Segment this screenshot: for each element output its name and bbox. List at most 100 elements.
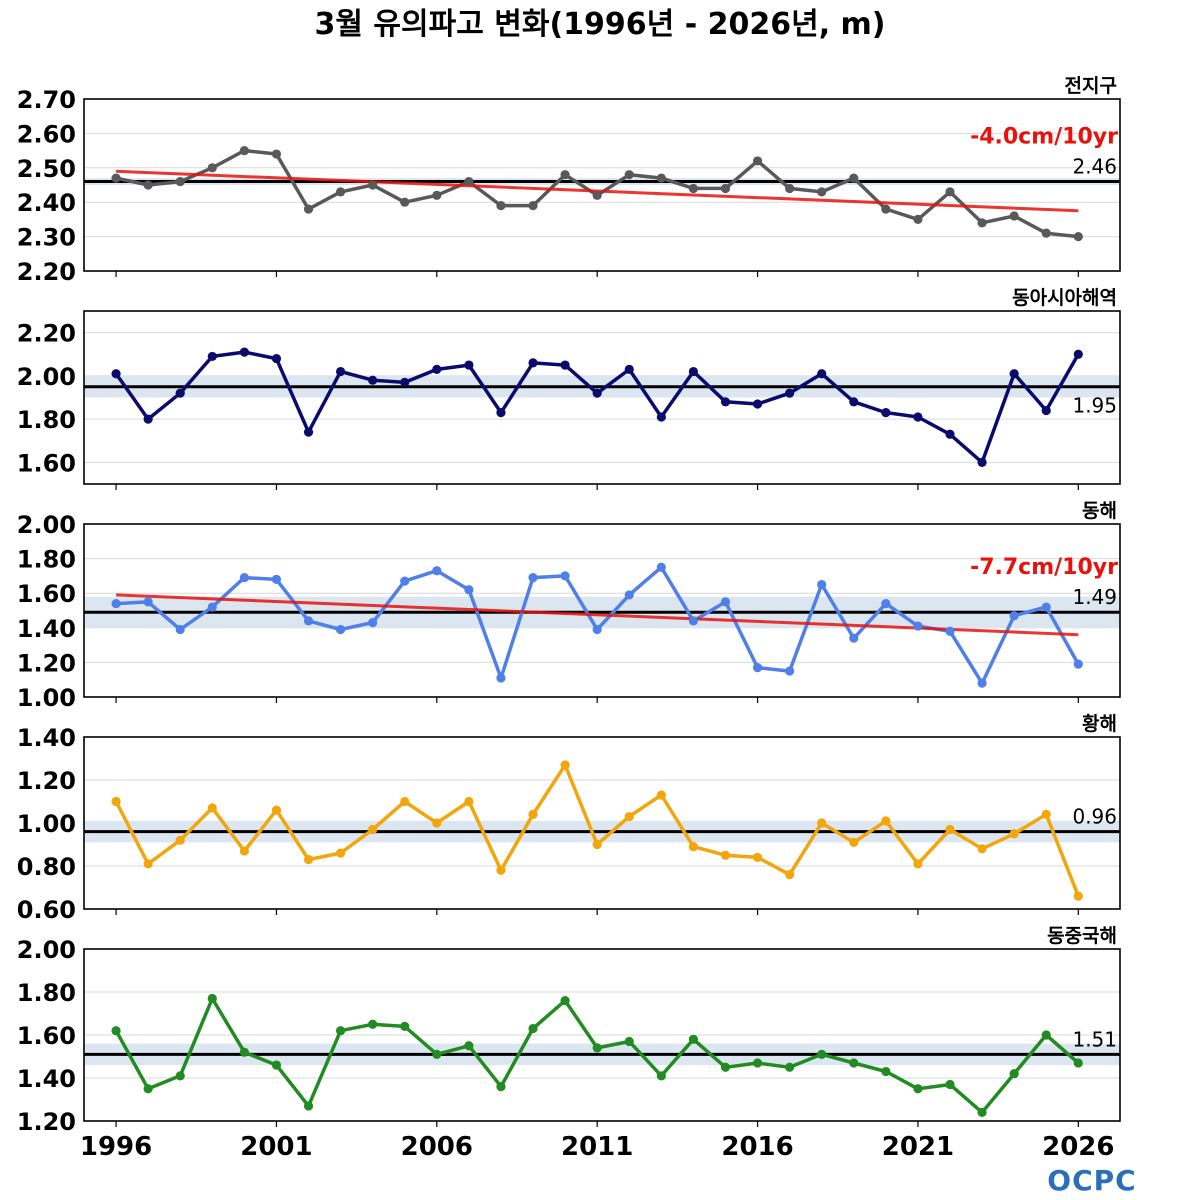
data-point: [785, 183, 795, 194]
data-point: [143, 859, 153, 869]
data-point: [1009, 829, 1019, 839]
y-tick-label: 2.70: [17, 86, 76, 114]
data-point: [528, 1023, 538, 1034]
y-tick-label: 2.30: [17, 224, 76, 252]
panel-frame: [83, 736, 1121, 910]
data-point: [656, 562, 666, 572]
x-axis: 1996 2001 2006 2011 2016 2021 2026: [80, 1132, 1115, 1162]
data-point: [913, 214, 923, 224]
panel-frame: [83, 310, 1121, 485]
y-tick-label: 1.60: [17, 1022, 76, 1050]
data-point: [239, 846, 249, 856]
data-point: [143, 180, 153, 190]
data-point: [303, 204, 314, 214]
y-tick-label: 1.60: [17, 449, 76, 477]
data-point: [1073, 349, 1083, 359]
data-point: [111, 173, 121, 183]
x-tick-label: 2011: [561, 1132, 633, 1162]
data-point: [817, 369, 827, 379]
data-point: [400, 796, 410, 807]
data-point: [656, 412, 666, 422]
y-tick-label: 1.40: [17, 615, 76, 643]
y-tick-label: 1.40: [17, 724, 76, 752]
data-point: [335, 848, 346, 858]
data-point: [432, 364, 442, 374]
data-point: [1073, 1058, 1083, 1068]
data-point: [1073, 659, 1083, 669]
data-point: [849, 1058, 859, 1068]
data-point: [945, 626, 955, 636]
figure-title: 3월 유의파고 변화(1996년 - 2026년, m): [314, 7, 885, 42]
panel-title: 전지구: [1065, 75, 1117, 97]
data-point: [560, 996, 570, 1006]
data-point: [303, 854, 314, 865]
data-point: [528, 358, 538, 368]
data-point: [720, 597, 731, 607]
y-tick-label: 2.00: [17, 511, 76, 539]
data-point: [368, 1019, 378, 1029]
y-tick-label: 2.00: [17, 363, 76, 391]
y-tick-label: 1.40: [17, 1065, 76, 1093]
data-point: [688, 842, 699, 852]
y-tick-label: 1.80: [17, 406, 76, 434]
data-point: [881, 1066, 891, 1077]
y-tick-label: 2.20: [17, 258, 76, 286]
data-point: [111, 1026, 121, 1036]
data-point: [720, 850, 731, 860]
y-tick-label: 2.20: [17, 320, 76, 348]
data-point: [849, 173, 859, 183]
data-point: [496, 865, 506, 875]
y-tick-label: 1.20: [17, 767, 76, 795]
data-point: [1041, 809, 1051, 820]
data-point: [656, 790, 666, 800]
data-point: [335, 624, 346, 635]
data-point: [335, 366, 346, 377]
data-point: [303, 616, 314, 626]
data-point: [239, 573, 249, 583]
data-point: [977, 844, 987, 854]
data-point: [239, 1047, 249, 1057]
data-point: [1009, 211, 1019, 221]
data-point: [945, 1079, 955, 1090]
y-tick-label: 1.80: [17, 979, 76, 1007]
data-point: [817, 1049, 827, 1059]
data-point: [592, 388, 602, 398]
mean-label: 1.51: [1072, 1027, 1117, 1051]
data-point: [881, 816, 891, 826]
ocpc-logo: OCPC: [1047, 1164, 1135, 1197]
data-point: [1041, 1030, 1051, 1040]
data-point: [271, 1060, 282, 1070]
x-tick-label: 2001: [240, 1132, 312, 1162]
data-point: [528, 573, 538, 583]
trend-label: -7.7cm/10yr: [970, 555, 1118, 580]
data-point: [303, 1101, 314, 1111]
data-point: [335, 1026, 346, 1036]
mean-label: 1.49: [1072, 585, 1117, 609]
data-point: [368, 375, 378, 385]
data-point: [624, 811, 634, 822]
mean-label: 1.95: [1072, 394, 1117, 418]
panel-frame: [83, 948, 1121, 1122]
data-point: [271, 353, 282, 364]
data-point: [400, 197, 410, 207]
data-point: [1073, 891, 1083, 901]
data-point: [111, 369, 121, 379]
data-point: [785, 388, 795, 398]
data-point: [849, 837, 859, 847]
data-point: [143, 414, 153, 424]
data-point: [592, 839, 602, 850]
data-point: [720, 1062, 731, 1072]
data-point: [1041, 602, 1051, 612]
data-point: [432, 818, 442, 828]
y-tick-label: 2.40: [17, 189, 76, 217]
data-point: [496, 201, 506, 211]
data-point: [368, 824, 378, 835]
data-point: [881, 598, 891, 609]
data-point: [624, 170, 634, 180]
x-tick-label: 2006: [401, 1132, 473, 1162]
data-point: [817, 187, 827, 197]
data-point: [335, 187, 346, 197]
data-point: [785, 870, 795, 880]
data-point: [432, 566, 442, 576]
